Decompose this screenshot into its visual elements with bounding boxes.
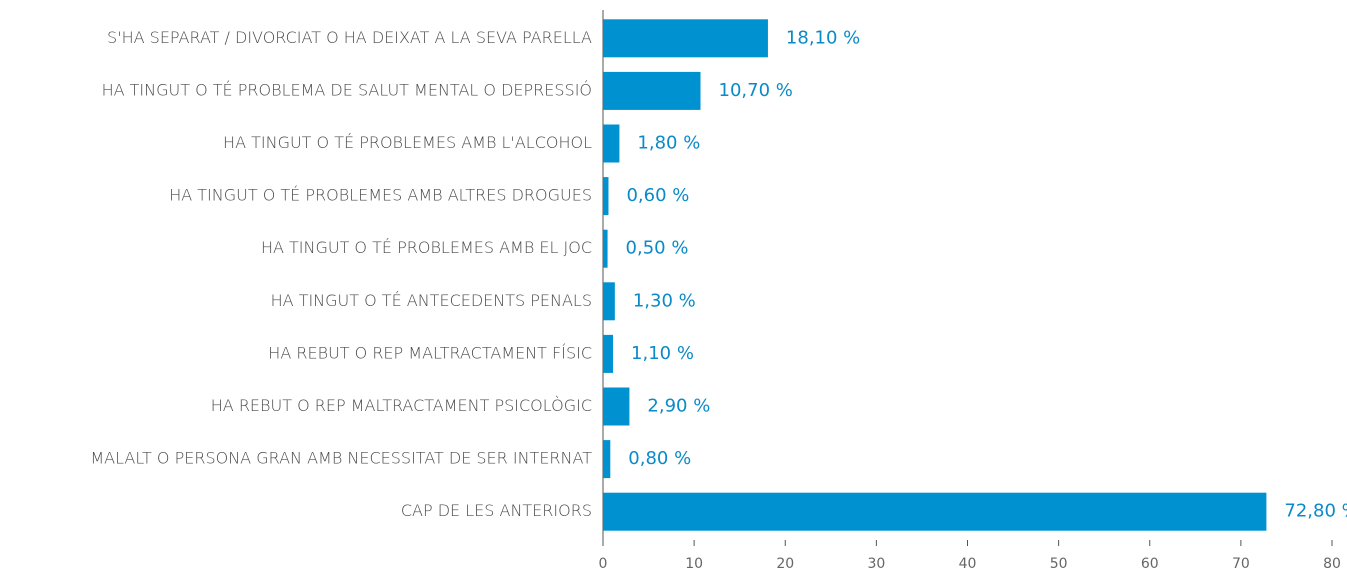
bar: [603, 71, 701, 110]
x-tick-label: 20: [776, 556, 794, 572]
value-label: 1,80 %: [637, 133, 700, 154]
y-tick-label: HA TINGUT O TÉ PROBLEMES AMB L'ALCOHOL: [223, 133, 592, 152]
bar: [603, 492, 1267, 531]
value-label: 10,70 %: [719, 80, 793, 101]
bar: [603, 282, 615, 321]
value-label: 72,80 %: [1284, 501, 1347, 522]
bar: [603, 19, 768, 58]
y-tick-label: CAP DE LES ANTERIORS: [401, 501, 592, 520]
bar: [603, 124, 620, 163]
x-tick-label: 40: [959, 556, 977, 572]
bar: [603, 440, 611, 479]
y-tick-label: HA TINGUT O TÉ ANTECEDENTS PENALS: [271, 291, 592, 310]
bar: [603, 387, 630, 426]
value-label: 0,80 %: [628, 448, 691, 469]
y-tick-label: HA TINGUT O TÉ PROBLEMES AMB EL JOC: [261, 238, 592, 257]
y-tick-label: S'HA SEPARAT / DIVORCIAT O HA DEIXAT A L…: [107, 28, 592, 47]
x-tick-label: 80: [1323, 556, 1341, 572]
x-tick-label: 50: [1050, 556, 1068, 572]
x-tick-label: 10: [685, 556, 703, 572]
value-label: 0,60 %: [626, 185, 689, 206]
bar: [603, 229, 608, 268]
y-tick-label: MALALT O PERSONA GRAN AMB NECESSITAT DE …: [90, 449, 592, 468]
bar: [603, 334, 614, 373]
y-tick-label: HA TINGUT O TÉ PROBLEMES AMB ALTRES DROG…: [169, 186, 592, 205]
x-tick-label: 70: [1232, 556, 1250, 572]
value-label: 18,10 %: [786, 27, 860, 48]
x-tick-label: 60: [1141, 556, 1159, 572]
bar: [603, 177, 609, 216]
y-tick-label: HA REBUT O REP MALTRACTAMENT PSICOLÒGIC: [211, 396, 592, 415]
y-tick-label: HA REBUT O REP MALTRACTAMENT FÍSIC: [268, 343, 592, 362]
x-tick-label: 30: [867, 556, 885, 572]
value-label: 1,30 %: [633, 290, 696, 311]
x-tick-label: 0: [599, 556, 608, 572]
y-tick-label: HA TINGUT O TÉ PROBLEMA DE SALUT MENTAL …: [102, 80, 592, 99]
value-label: 2,90 %: [647, 396, 710, 417]
value-label: 0,50 %: [626, 238, 689, 259]
value-label: 1,10 %: [631, 343, 694, 364]
